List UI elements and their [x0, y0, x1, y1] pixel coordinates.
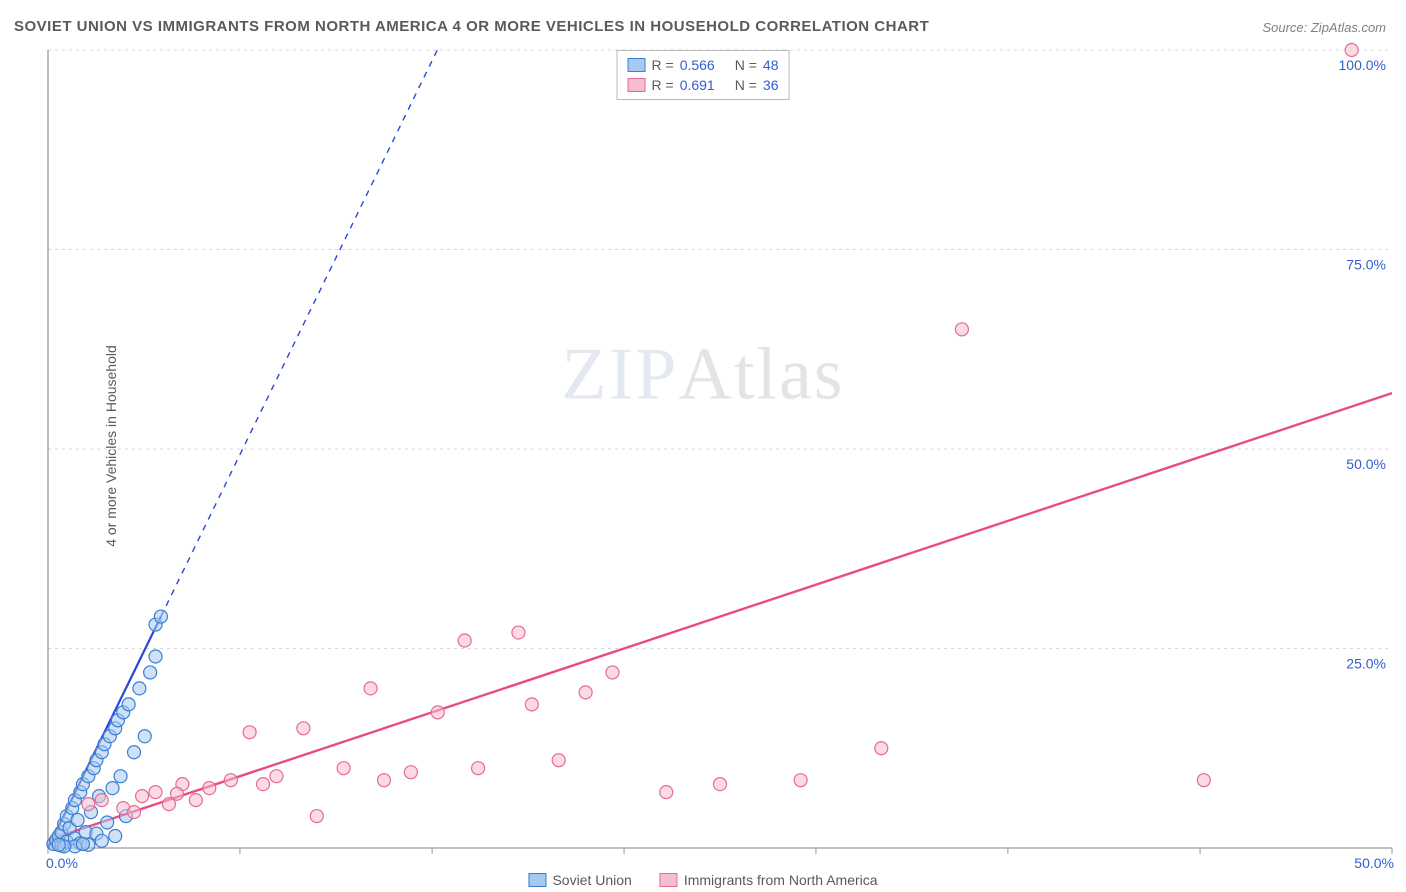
legend-n-value: 48	[763, 57, 779, 73]
legend-item-series2: Immigrants from North America	[660, 872, 878, 888]
legend-item-label: Immigrants from North America	[684, 872, 878, 888]
legend-item-series1: Soviet Union	[528, 872, 631, 888]
legend-r-value: 0.566	[680, 57, 715, 73]
svg-text:75.0%: 75.0%	[1346, 257, 1386, 273]
svg-text:25.0%: 25.0%	[1346, 656, 1386, 672]
legend-n-label: N =	[735, 77, 757, 93]
legend-swatch-icon	[628, 58, 646, 72]
svg-text:100.0%: 100.0%	[1339, 57, 1386, 73]
svg-text:50.0%: 50.0%	[1346, 456, 1386, 472]
legend-row-series2: R = 0.691 N = 36	[628, 75, 779, 95]
legend-r-label: R =	[652, 57, 674, 73]
legend-swatch-icon	[528, 873, 546, 887]
svg-text:50.0%: 50.0%	[1354, 855, 1394, 871]
legend-swatch-icon	[628, 78, 646, 92]
legend-swatch-icon	[660, 873, 678, 887]
svg-text:0.0%: 0.0%	[46, 855, 78, 871]
legend-r-value: 0.691	[680, 77, 715, 93]
series-legend: Soviet Union Immigrants from North Ameri…	[528, 872, 877, 888]
legend-item-label: Soviet Union	[552, 872, 631, 888]
stats-legend: R = 0.566 N = 48 R = 0.691 N = 36	[617, 50, 790, 100]
legend-n-label: N =	[735, 57, 757, 73]
correlation-scatter-chart: 25.0% 50.0% 75.0% 100.0% 0.0% 50.0%	[0, 0, 1406, 892]
legend-row-series1: R = 0.566 N = 48	[628, 55, 779, 75]
legend-n-value: 36	[763, 77, 779, 93]
legend-r-label: R =	[652, 77, 674, 93]
